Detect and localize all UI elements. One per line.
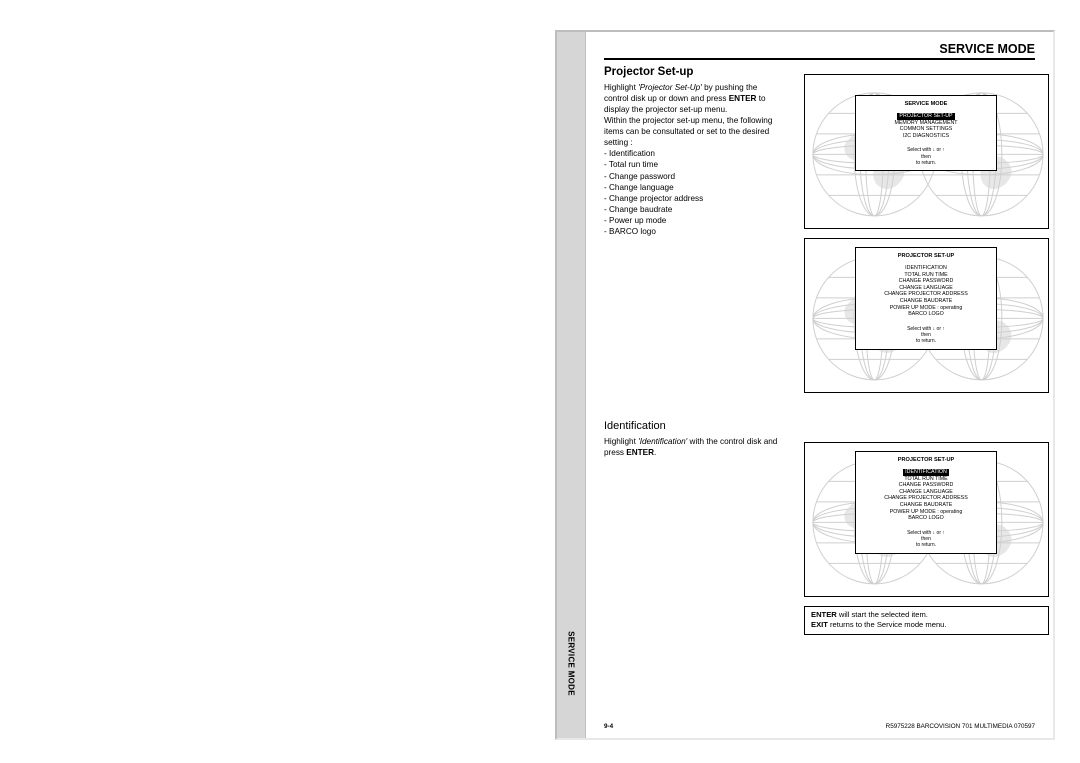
list-item: - Change password [604, 171, 784, 182]
text: EXIT [811, 620, 828, 629]
section-identification: Identification Highlight 'Identification… [604, 414, 784, 458]
menu-footer: to return. [860, 542, 992, 548]
menu-footer: to return. [860, 338, 992, 344]
grey-strip: SERVICE MODE [557, 32, 585, 738]
list-item: - Identification [604, 148, 784, 159]
menu-item: IDENTIFICATION [903, 469, 949, 476]
menu-item: PROJECTOR SET-UP [897, 113, 954, 120]
list-item: - Change baudrate [604, 204, 784, 215]
list-item: - Power up mode [604, 215, 784, 226]
section2-body: Highlight 'Identification' with the con­… [604, 436, 784, 458]
menu-item: CHANGE PROJECTOR ADDRESS [860, 495, 992, 502]
menu-item: CHANGE LANGUAGE [860, 285, 992, 292]
menu-item: POWER UP MODE : operating [860, 509, 992, 516]
menu-title: SERVICE MODE [860, 101, 992, 108]
list-item: - BARCO logo [604, 226, 784, 237]
menu-item: CHANGE PASSWORD [860, 482, 992, 489]
menu-item: BARCO LOGO [860, 515, 992, 522]
menu-item: CHANGE BAUDRATE [860, 298, 992, 305]
text: returns to the Service mode menu. [828, 620, 947, 629]
menu-item: BARCO LOGO [860, 311, 992, 318]
text: 'Projector Set-Up' [638, 83, 702, 92]
page-inner: SERVICE MODE Projector Set-up Highlight … [585, 32, 1053, 738]
menu-item: IDENTIFICATION [860, 265, 992, 272]
menu-item: CHANGE BAUDRATE [860, 502, 992, 509]
text: Highlight [604, 437, 638, 446]
list-item: - Change projector address [604, 193, 784, 204]
menu-item: TOTAL RUN TIME [860, 476, 992, 483]
note-box: ENTER will start the selected item. EXIT… [804, 606, 1049, 635]
page-outer: SERVICE MODE SERVICE MODE Projector Set-… [555, 30, 1055, 740]
page-footer: 9-4 R5975228 BARCOVISION 701 MULTIMEDIA … [604, 723, 1035, 730]
menu-item: CHANGE LANGUAGE [860, 489, 992, 496]
content-area: Projector Set-up Highlight 'Projector Se… [604, 66, 1035, 706]
text: . [654, 448, 656, 457]
menu-item: COMMON SETTINGS [860, 126, 992, 133]
vertical-section-label: SERVICE MODE [567, 631, 576, 696]
text: 'Identification' [638, 437, 687, 446]
text: Highlight [604, 83, 638, 92]
osd-menu-box: PROJECTOR SET-UP IDENTIFICATIONTOTAL RUN … [855, 451, 997, 554]
menu-item: POWER UP MODE : operating [860, 305, 992, 312]
menu-item: TOTAL RUN TIME [860, 272, 992, 279]
list-item: - Total run time [604, 159, 784, 170]
figure-service-mode-menu: SERVICE MODE PROJECTOR SET-UPMEMORY MANAG… [804, 74, 1049, 229]
list-item: - Change language [604, 182, 784, 193]
menu-item: I2C DIAGNOSTICS [860, 133, 992, 140]
text: ENTER [626, 448, 654, 457]
page-title: SERVICE MODE [604, 42, 1035, 60]
menu-title: PROJECTOR SET-UP [860, 253, 992, 260]
text: Within the projector set-up menu, the fo… [604, 116, 772, 147]
text: ENTER [811, 610, 837, 619]
figure-identification-menu: PROJECTOR SET-UP IDENTIFICATIONTOTAL RUN … [804, 442, 1049, 597]
menu-item: CHANGE PROJECTOR ADDRESS [860, 291, 992, 298]
section2-title: Identification [604, 420, 784, 432]
figure-projector-setup-menu: PROJECTOR SET-UP IDENTIFICATIONTOTAL RUN … [804, 238, 1049, 393]
page-number: 9-4 [604, 723, 613, 730]
menu-title: PROJECTOR SET-UP [860, 457, 992, 464]
osd-menu-box: SERVICE MODE PROJECTOR SET-UPMEMORY MANAG… [855, 95, 997, 171]
text: ENTER [729, 94, 757, 103]
doc-id: R5975228 BARCOVISION 701 MULTIMEDIA 0705… [886, 723, 1035, 730]
section1-body: Highlight 'Projector Set-Up' by push­ing… [604, 82, 784, 237]
menu-item: CHANGE PASSWORD [860, 278, 992, 285]
menu-footer: to return. [860, 160, 992, 166]
osd-menu-box: PROJECTOR SET-UP IDENTIFICATIONTOTAL RUN … [855, 247, 997, 350]
menu-item: MEMORY MANAGEMENT [860, 120, 992, 127]
text: will start the selected item. [837, 610, 928, 619]
